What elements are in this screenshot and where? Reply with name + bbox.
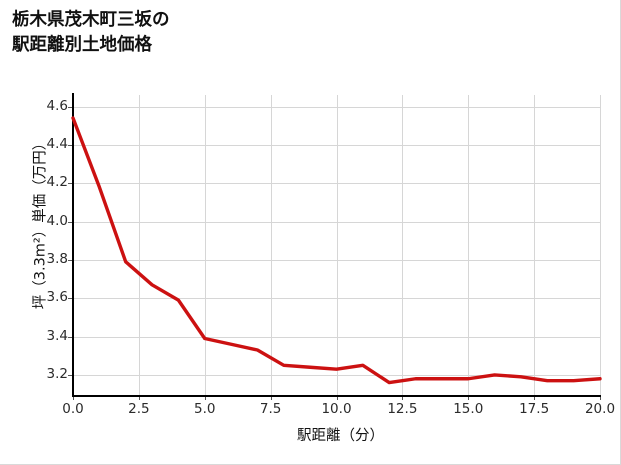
y-tick-label: 3.4 [46, 327, 68, 344]
gridline-vertical [336, 95, 338, 396]
y-tick-label: 4.0 [46, 212, 68, 229]
x-tick-label: 10.0 [321, 401, 352, 417]
x-axis-title: 駅距離（分） [297, 428, 384, 444]
y-tick-mark [68, 259, 72, 261]
y-tick-label: 4.6 [46, 97, 68, 114]
y-tick-mark [68, 221, 72, 223]
x-tick-mark [534, 396, 536, 400]
y-tick-mark [68, 183, 72, 185]
y-tick-mark [68, 336, 72, 338]
x-tick-mark [336, 396, 338, 400]
x-tick-label: 12.5 [387, 401, 418, 417]
x-tick-mark [402, 396, 404, 400]
x-tick-mark [204, 396, 206, 400]
x-tick-mark [468, 396, 470, 400]
x-tick-label: 15.0 [453, 401, 484, 417]
x-axis-tick-labels: 0.0 2.5 5.0 7.5 10.0 12.5 15.0 17.5 20.0 [0, 401, 620, 423]
x-tick-label: 20.0 [584, 401, 616, 417]
y-axis-title: 坪（3.3m²）単価（万円） [32, 135, 49, 310]
y-tick-label: 4.2 [46, 174, 68, 191]
y-axis-spine [72, 93, 74, 397]
x-tick-label: 5.0 [194, 401, 216, 417]
x-tick-mark [138, 396, 140, 400]
gridline-vertical [138, 95, 140, 396]
y-tick-mark [68, 144, 72, 146]
gridline-vertical [270, 95, 272, 396]
page-title: 栃木県茂木町三坂の 駅距離別土地価格 [12, 10, 170, 55]
y-tick-mark [68, 298, 72, 300]
gridline-vertical [534, 95, 536, 396]
gridline-vertical [600, 95, 601, 396]
x-tick-label: 2.5 [128, 401, 150, 417]
y-tick-mark [68, 106, 72, 108]
gridline-vertical [402, 95, 404, 396]
gridline-vertical [468, 95, 470, 396]
y-tick-mark [68, 374, 72, 376]
y-tick-label: 3.6 [46, 289, 68, 306]
gridline-vertical [204, 95, 206, 396]
x-tick-label: 17.5 [519, 401, 550, 417]
y-tick-label: 3.8 [46, 250, 68, 267]
plot-area [68, 95, 601, 400]
x-tick-mark [73, 396, 74, 400]
y-tick-label: 4.4 [46, 135, 68, 152]
x-tick-label: 7.5 [259, 401, 282, 417]
y-tick-label: 3.2 [46, 365, 68, 382]
x-axis-spine [72, 395, 601, 397]
x-tick-mark [270, 396, 272, 400]
y-axis-tick-labels: 3.2 3.4 3.6 3.8 4.0 4.2 4.4 4.6 [22, 0, 68, 464]
x-tick-label: 0.0 [62, 401, 84, 417]
x-tick-mark [600, 396, 601, 400]
